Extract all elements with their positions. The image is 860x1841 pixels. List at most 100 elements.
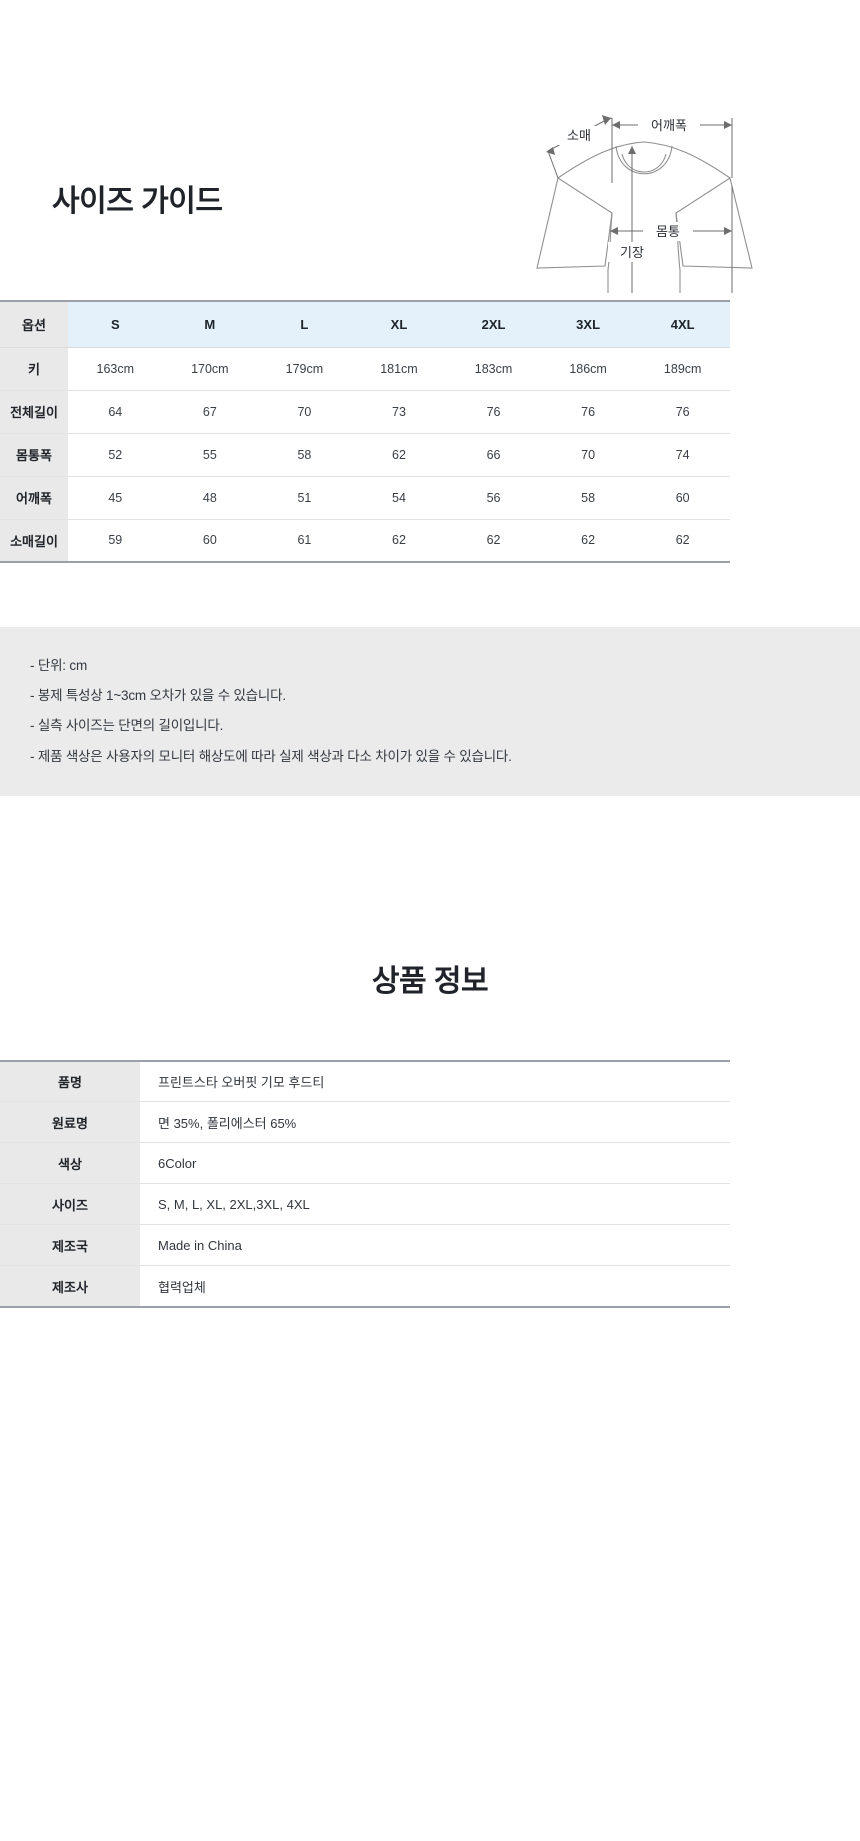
size-cell-shoulder-width-3xl: 58 xyxy=(540,476,636,520)
size-cell-height-m: 170cm xyxy=(162,347,258,391)
size-cell-height-3xl: 186cm xyxy=(540,347,636,391)
info-label-country: 제조국 xyxy=(0,1224,140,1267)
length-label-bg xyxy=(608,242,656,262)
size-cell-body-width-s: 52 xyxy=(68,433,163,477)
table-row: 소매길이 59 60 61 62 62 62 62 xyxy=(0,519,730,563)
info-label-color: 색상 xyxy=(0,1142,140,1185)
info-value-material: 면 35%, 폴리에스터 65% xyxy=(140,1101,730,1144)
size-cell-shoulder-width-xl: 54 xyxy=(351,476,447,520)
size-note-measure: - 실측 사이즈는 단면의 길이입니다. xyxy=(30,718,224,734)
body-dimension-line xyxy=(610,186,733,293)
size-cell-total-length-3xl: 76 xyxy=(540,390,636,434)
size-cell-total-length-4xl: 76 xyxy=(635,390,730,434)
size-cell-total-length-l: 70 xyxy=(257,390,352,434)
product-info-section: 품명 프린트스타 오버핏 기모 후드티 원료명 면 35%, 폴리에스터 65%… xyxy=(0,1059,860,1308)
size-cell-sleeve-length-l: 61 xyxy=(257,519,352,563)
sleeve-label-bg xyxy=(557,126,601,145)
info-value-product-name: 프린트스타 오버핏 기모 후드티 xyxy=(140,1059,730,1103)
size-cell-height-xl: 181cm xyxy=(351,347,447,391)
size-notes-block: - 단위: cm - 봉제 특성상 1~3cm 오차가 있을 수 있습니다. -… xyxy=(0,627,860,796)
size-table-body: 키 163cm 170cm 179cm 181cm 183cm 186cm 18… xyxy=(0,347,730,563)
size-column-header-4xl: 4XL xyxy=(635,300,730,348)
size-column-header-xl: XL xyxy=(351,300,447,348)
body-label-bg xyxy=(643,222,693,241)
size-cell-shoulder-width-s: 45 xyxy=(68,476,163,520)
size-cell-sleeve-length-2xl: 62 xyxy=(446,519,541,563)
size-cell-body-width-4xl: 74 xyxy=(635,433,730,477)
size-cell-height-l: 179cm xyxy=(257,347,352,391)
table-row: 전체길이 64 67 70 73 76 76 76 xyxy=(0,390,730,434)
sleeve-label: 소매 xyxy=(567,128,591,143)
info-label-size: 사이즈 xyxy=(0,1183,140,1226)
size-cell-height-s: 163cm xyxy=(68,347,163,391)
size-table-head: 옵션 S M L XL 2XL 3XL 4XL xyxy=(0,300,730,348)
info-value-country: Made in China xyxy=(140,1224,730,1267)
size-table-option-header: 옵션 xyxy=(0,300,68,348)
table-row: 몸통폭 52 55 58 62 66 70 74 xyxy=(0,433,730,477)
table-row: 사이즈 S, M, L, XL, 2XL,3XL, 4XL xyxy=(0,1183,730,1226)
shirt-outline xyxy=(536,141,753,293)
page-title: 사이즈 가이드 xyxy=(52,185,223,218)
length-label: 기장 xyxy=(620,245,644,260)
info-label-product-name: 품명 xyxy=(0,1059,140,1103)
size-cell-sleeve-length-m: 60 xyxy=(162,519,258,563)
size-cell-shoulder-width-m: 48 xyxy=(162,476,258,520)
size-note-tolerance: - 봉제 특성상 1~3cm 오차가 있을 수 있습니다. xyxy=(30,688,286,704)
size-column-header-m: M xyxy=(162,300,258,348)
size-column-header-3xl: 3XL xyxy=(540,300,636,348)
info-label-material: 원료명 xyxy=(0,1101,140,1144)
shoulder-width-label: 어깨폭 xyxy=(651,118,687,133)
size-cell-body-width-xl: 62 xyxy=(351,433,447,477)
table-row: 원료명 면 35%, 폴리에스터 65% xyxy=(0,1101,730,1144)
size-cell-total-length-2xl: 76 xyxy=(446,390,541,434)
table-row: 제조국 Made in China xyxy=(0,1224,730,1267)
product-info-table: 품명 프린트스타 오버핏 기모 후드티 원료명 면 35%, 폴리에스터 65%… xyxy=(0,1059,730,1308)
size-column-header-2xl: 2XL xyxy=(446,300,541,348)
size-cell-sleeve-length-xl: 62 xyxy=(351,519,447,563)
size-guide-header: 사이즈 가이드 어깨폭 xyxy=(0,0,860,300)
size-table-header-row: 옵션 S M L XL 2XL 3XL 4XL xyxy=(0,300,730,348)
size-cell-total-length-m: 67 xyxy=(162,390,258,434)
size-row-label-total-length: 전체길이 xyxy=(0,390,68,434)
size-row-label-sleeve-length: 소매길이 xyxy=(0,519,68,563)
body-width-label: 몸통 xyxy=(656,224,680,239)
size-row-label-shoulder-width: 어깨폭 xyxy=(0,476,68,520)
size-cell-sleeve-length-3xl: 62 xyxy=(540,519,636,563)
info-value-color: 6Color xyxy=(140,1142,730,1185)
size-cell-height-4xl: 189cm xyxy=(635,347,730,391)
size-row-label-height: 키 xyxy=(0,347,68,391)
info-value-size: S, M, L, XL, 2XL,3XL, 4XL xyxy=(140,1183,730,1226)
size-cell-sleeve-length-4xl: 62 xyxy=(635,519,730,563)
size-cell-body-width-m: 55 xyxy=(162,433,258,477)
info-label-manufacturer: 제조사 xyxy=(0,1265,140,1308)
size-cell-height-2xl: 183cm xyxy=(446,347,541,391)
size-note-color: - 제품 색상은 사용자의 모니터 해상도에 따라 실제 색상과 다소 차이가 … xyxy=(30,748,512,764)
size-cell-total-length-s: 64 xyxy=(68,390,163,434)
size-note-unit: - 단위: cm xyxy=(30,658,87,673)
table-row: 제조사 협력업체 xyxy=(0,1265,730,1308)
table-row: 색상 6Color xyxy=(0,1142,730,1185)
size-cell-shoulder-width-l: 51 xyxy=(257,476,352,520)
size-cell-body-width-l: 58 xyxy=(257,433,352,477)
table-row: 품명 프린트스타 오버핏 기모 후드티 xyxy=(0,1059,730,1103)
shoulder-label-bg xyxy=(638,116,700,135)
table-row: 어깨폭 45 48 51 54 56 58 60 xyxy=(0,476,730,520)
size-column-header-l: L xyxy=(257,300,352,348)
sleeve-dimension-line xyxy=(546,115,613,179)
size-row-label-body-width: 몸통폭 xyxy=(0,433,68,477)
size-chart-table: 옵션 S M L XL 2XL 3XL 4XL 키 163cm 170cm 17… xyxy=(0,300,730,563)
product-info-table-body: 품명 프린트스타 오버핏 기모 후드티 원료명 면 35%, 폴리에스터 65%… xyxy=(0,1059,730,1308)
product-info-title: 상품 정보 xyxy=(371,964,489,998)
size-cell-shoulder-width-4xl: 60 xyxy=(635,476,730,520)
info-value-manufacturer: 협력업체 xyxy=(140,1265,730,1308)
size-column-header-s: S xyxy=(68,300,163,348)
size-cell-shoulder-width-2xl: 56 xyxy=(446,476,541,520)
size-cell-body-width-2xl: 66 xyxy=(446,433,541,477)
size-cell-total-length-xl: 73 xyxy=(351,390,447,434)
size-cell-sleeve-length-s: 59 xyxy=(68,519,163,563)
length-dimension-line xyxy=(628,146,636,293)
table-row: 키 163cm 170cm 179cm 181cm 183cm 186cm 18… xyxy=(0,347,730,391)
size-cell-body-width-3xl: 70 xyxy=(540,433,636,477)
size-table-section: 옵션 S M L XL 2XL 3XL 4XL 키 163cm 170cm 17… xyxy=(0,300,860,563)
tshirt-measurement-diagram: 어깨폭 소매 몸통 기장 xyxy=(536,115,753,293)
